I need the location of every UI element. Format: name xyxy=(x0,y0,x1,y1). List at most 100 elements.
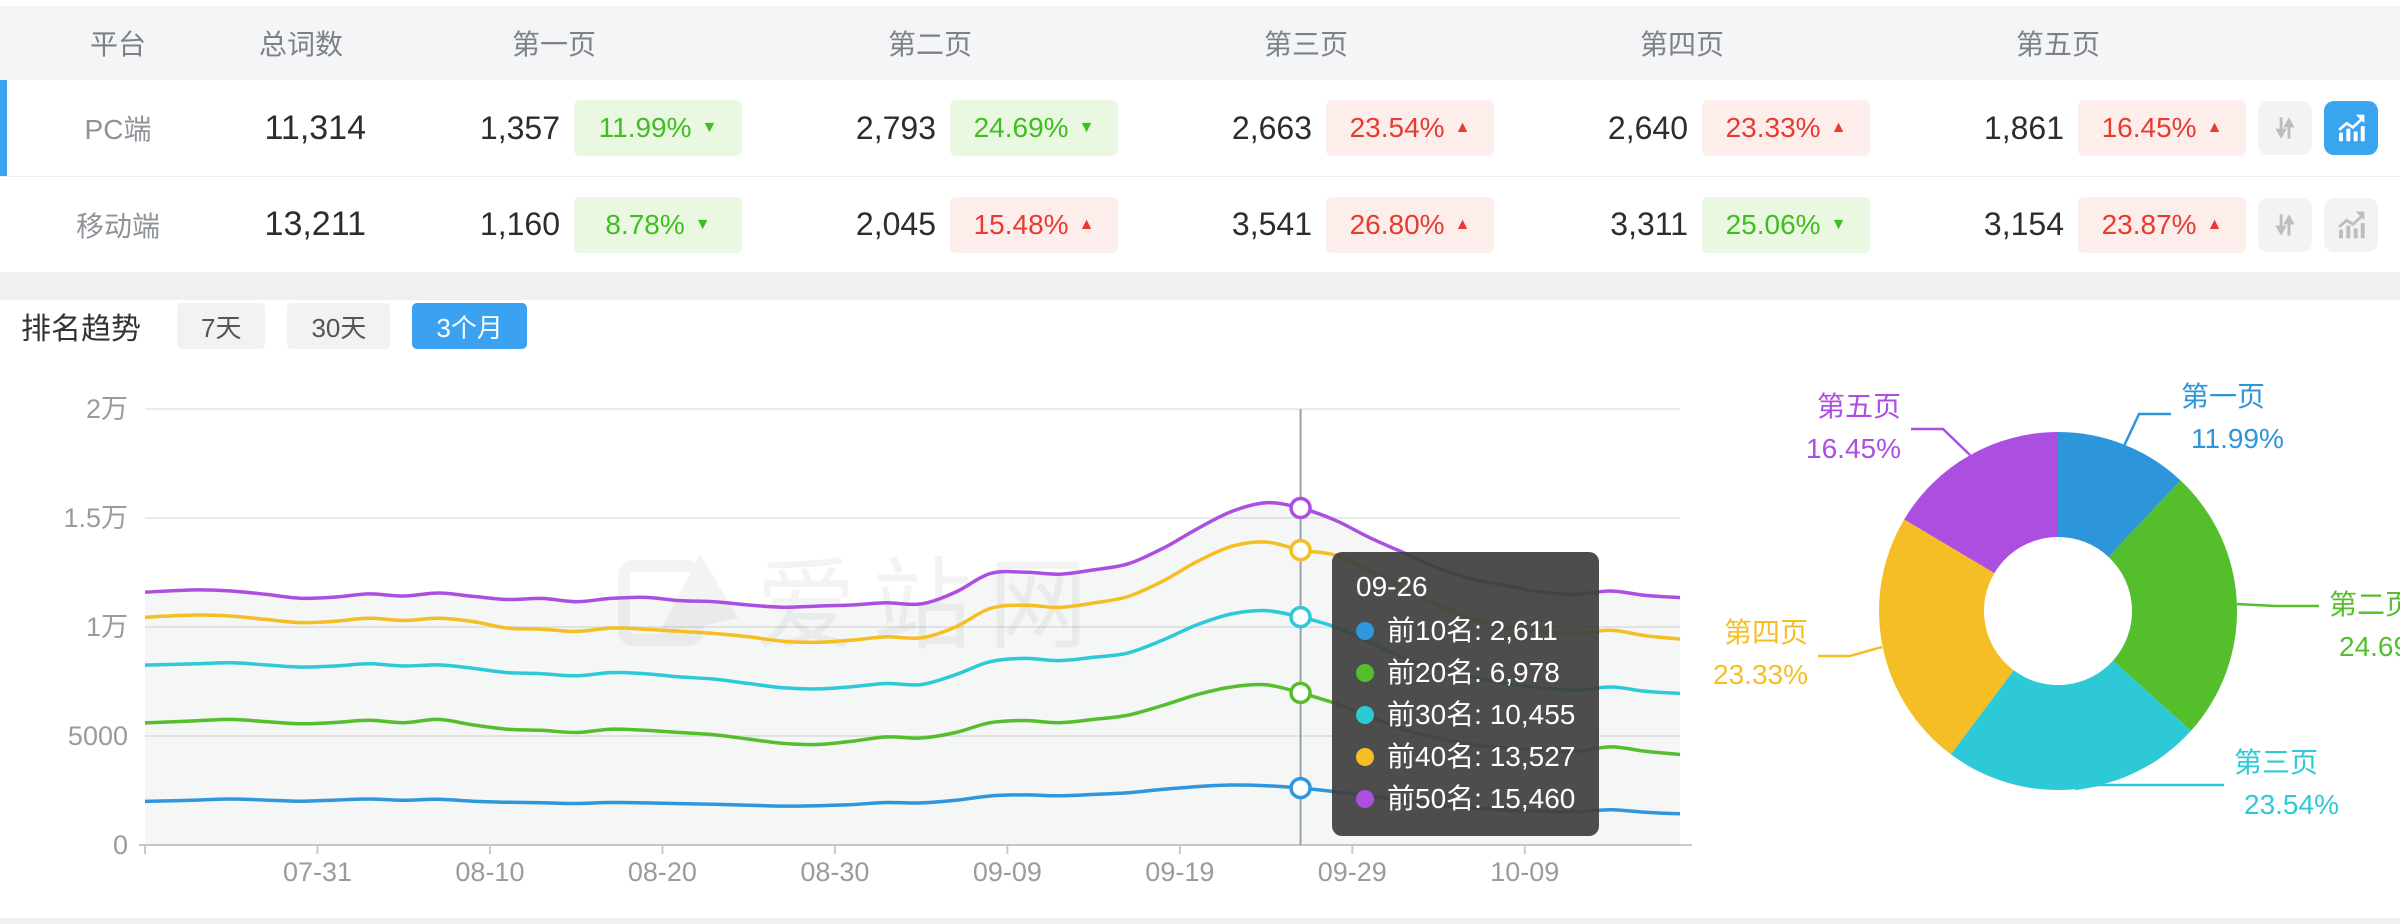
trend-chart-button[interactable] xyxy=(2324,197,2378,252)
page4-change-badge: 25.06% ▼ xyxy=(1702,196,1870,253)
donut-slice[interactable] xyxy=(1904,431,2058,574)
chart-tooltip: 09-26 前10名: 2,611 前20名: 6,978 前30名: 10,4… xyxy=(1332,552,1600,836)
trend-section-title: 排名趋势 xyxy=(21,313,141,346)
label-callout-line xyxy=(2122,412,2171,447)
donut-label: 第四页 23.33% xyxy=(1713,617,1808,690)
table-row-mobile[interactable]: 移动端 13,211 1,160 8.78% ▼ 2,045 15.48% ▲ 3,… xyxy=(0,177,2400,272)
platform-name: PC端 xyxy=(84,114,152,145)
rank-summary-table: 平台 总词数 第一页 第二页 第三页 第四页 第五页 PC端 11,314 1,… xyxy=(0,0,2400,272)
total-words-value: 13,211 xyxy=(264,205,366,243)
page2-change-badge: 15.48% ▲ xyxy=(950,196,1118,253)
svg-text:08-20: 08-20 xyxy=(628,857,697,887)
page5-count: 3,154 xyxy=(1983,206,2064,242)
compare-button[interactable] xyxy=(2258,101,2312,155)
donut-label: 第五页 16.45% xyxy=(1806,391,1901,464)
svg-text:08-30: 08-30 xyxy=(800,857,869,887)
page4-change-badge: 23.33% ▲ xyxy=(1702,100,1870,156)
series-dot-icon xyxy=(1356,790,1374,808)
svg-text:2万: 2万 xyxy=(86,394,128,424)
tooltip-date: 09-26 xyxy=(1356,571,1428,602)
platform-name: 移动端 xyxy=(75,210,160,242)
trend-arrow-icon: ▲ xyxy=(2206,215,2223,233)
page4-count: 3,311 xyxy=(1610,206,1688,242)
trend-arrow-icon: ▲ xyxy=(1830,119,1847,136)
page3-change-badge: 23.54% ▲ xyxy=(1326,100,1494,156)
tooltip-series-row: 前10名: 2,611 xyxy=(1356,610,1575,652)
page5-count: 1,861 xyxy=(1983,109,2064,146)
svg-text:09-19: 09-19 xyxy=(1145,857,1214,887)
col-header-platform: 平台 xyxy=(89,29,146,60)
svg-text:08-10: 08-10 xyxy=(455,857,524,887)
trend-arrow-icon: ▲ xyxy=(2206,119,2223,136)
series-dot-icon xyxy=(1356,748,1374,766)
svg-text:1.5万: 1.5万 xyxy=(63,503,128,533)
donut-slice[interactable] xyxy=(2108,480,2238,731)
col-header-total-words: 总词数 xyxy=(258,29,343,60)
page3-count: 3,541 xyxy=(1231,206,1312,242)
selected-row-indicator xyxy=(0,80,7,176)
page5-change-badge: 23.87% ▲ xyxy=(2078,196,2246,253)
page1-change-badge: 11.99% ▼ xyxy=(574,100,742,156)
trend-toolbar: 排名趋势 7天 30天 3个月 xyxy=(21,303,527,349)
series-dot-icon xyxy=(1356,706,1374,724)
trend-arrow-icon: ▲ xyxy=(1454,215,1471,233)
tooltip-series-row: 前40名: 13,527 xyxy=(1356,736,1575,778)
donut-slice[interactable] xyxy=(1879,519,2014,755)
svg-text:10-09: 10-09 xyxy=(1490,857,1559,887)
page2-change-badge: 24.69% ▼ xyxy=(950,100,1118,156)
page2-count: 2,045 xyxy=(855,206,936,242)
donut-label: 第三页 23.54% xyxy=(2234,747,2339,820)
trend-arrow-icon: ▲ xyxy=(1454,119,1471,136)
series-dot-icon xyxy=(1356,622,1374,640)
tooltip-series-row: 前30名: 10,455 xyxy=(1356,694,1575,736)
compare-button[interactable] xyxy=(2258,197,2312,252)
trend-arrow-icon: ▼ xyxy=(694,215,711,233)
sort-arrows-icon xyxy=(2275,117,2295,139)
tab-7-days[interactable]: 7天 xyxy=(177,303,266,349)
trend-arrow-icon: ▼ xyxy=(1830,215,1847,233)
trend-arrow-icon: ▼ xyxy=(701,119,718,136)
col-header-page2: 第二页 xyxy=(887,29,972,60)
page2-count: 2,793 xyxy=(855,109,936,146)
svg-text:5000: 5000 xyxy=(68,721,128,751)
label-callout-line xyxy=(1818,645,1883,658)
page1-count: 1,357 xyxy=(479,109,560,146)
page1-count: 1,160 xyxy=(479,206,560,242)
svg-text:0: 0 xyxy=(113,830,128,860)
trend-chart-button[interactable] xyxy=(2324,101,2378,155)
tooltip-series-row: 前50名: 15,460 xyxy=(1356,778,1575,820)
col-header-page4: 第四页 xyxy=(1639,29,1724,60)
col-header-page3: 第三页 xyxy=(1263,29,1348,60)
label-callout-line xyxy=(1911,427,1971,456)
trend-chart-icon xyxy=(2338,211,2365,238)
col-header-page5: 第五页 xyxy=(2015,29,2100,60)
trend-chart-icon xyxy=(2338,114,2365,142)
trend-section xyxy=(0,300,2400,918)
svg-text:09-29: 09-29 xyxy=(1318,857,1387,887)
page3-change-badge: 26.80% ▲ xyxy=(1326,196,1494,253)
label-callout-line xyxy=(2236,602,2319,608)
total-words-value: 11,314 xyxy=(264,108,366,147)
label-callout-line xyxy=(2074,783,2224,791)
svg-text:09-09: 09-09 xyxy=(973,857,1042,887)
page-distribution-donut[interactable] xyxy=(1818,412,2319,791)
tab-3-months[interactable]: 3个月 xyxy=(412,303,527,349)
series-dot-icon xyxy=(1356,664,1374,682)
sort-arrows-icon xyxy=(2275,213,2295,236)
col-header-page1: 第一页 xyxy=(511,29,596,60)
table-header-row: 平台 总词数 第一页 第二页 第三页 第四页 第五页 xyxy=(0,6,2400,80)
svg-text:1万: 1万 xyxy=(86,612,128,642)
tab-30-days[interactable]: 30天 xyxy=(287,303,391,349)
page4-count: 2,640 xyxy=(1607,109,1688,146)
donut-slice[interactable] xyxy=(2058,432,2181,557)
table-row-pc[interactable]: PC端 11,314 1,357 11.99% ▼ 2,793 24.69% ▼ 2… xyxy=(0,80,2400,177)
trend-arrow-icon: ▼ xyxy=(1078,119,1095,136)
donut-label: 第一页 11.99% xyxy=(2181,381,2284,454)
page3-count: 2,663 xyxy=(1231,109,1312,146)
tooltip-series-row: 前20名: 6,978 xyxy=(1356,652,1575,694)
trend-arrow-icon: ▲ xyxy=(1078,215,1095,233)
donut-slice[interactable] xyxy=(1950,660,2191,790)
